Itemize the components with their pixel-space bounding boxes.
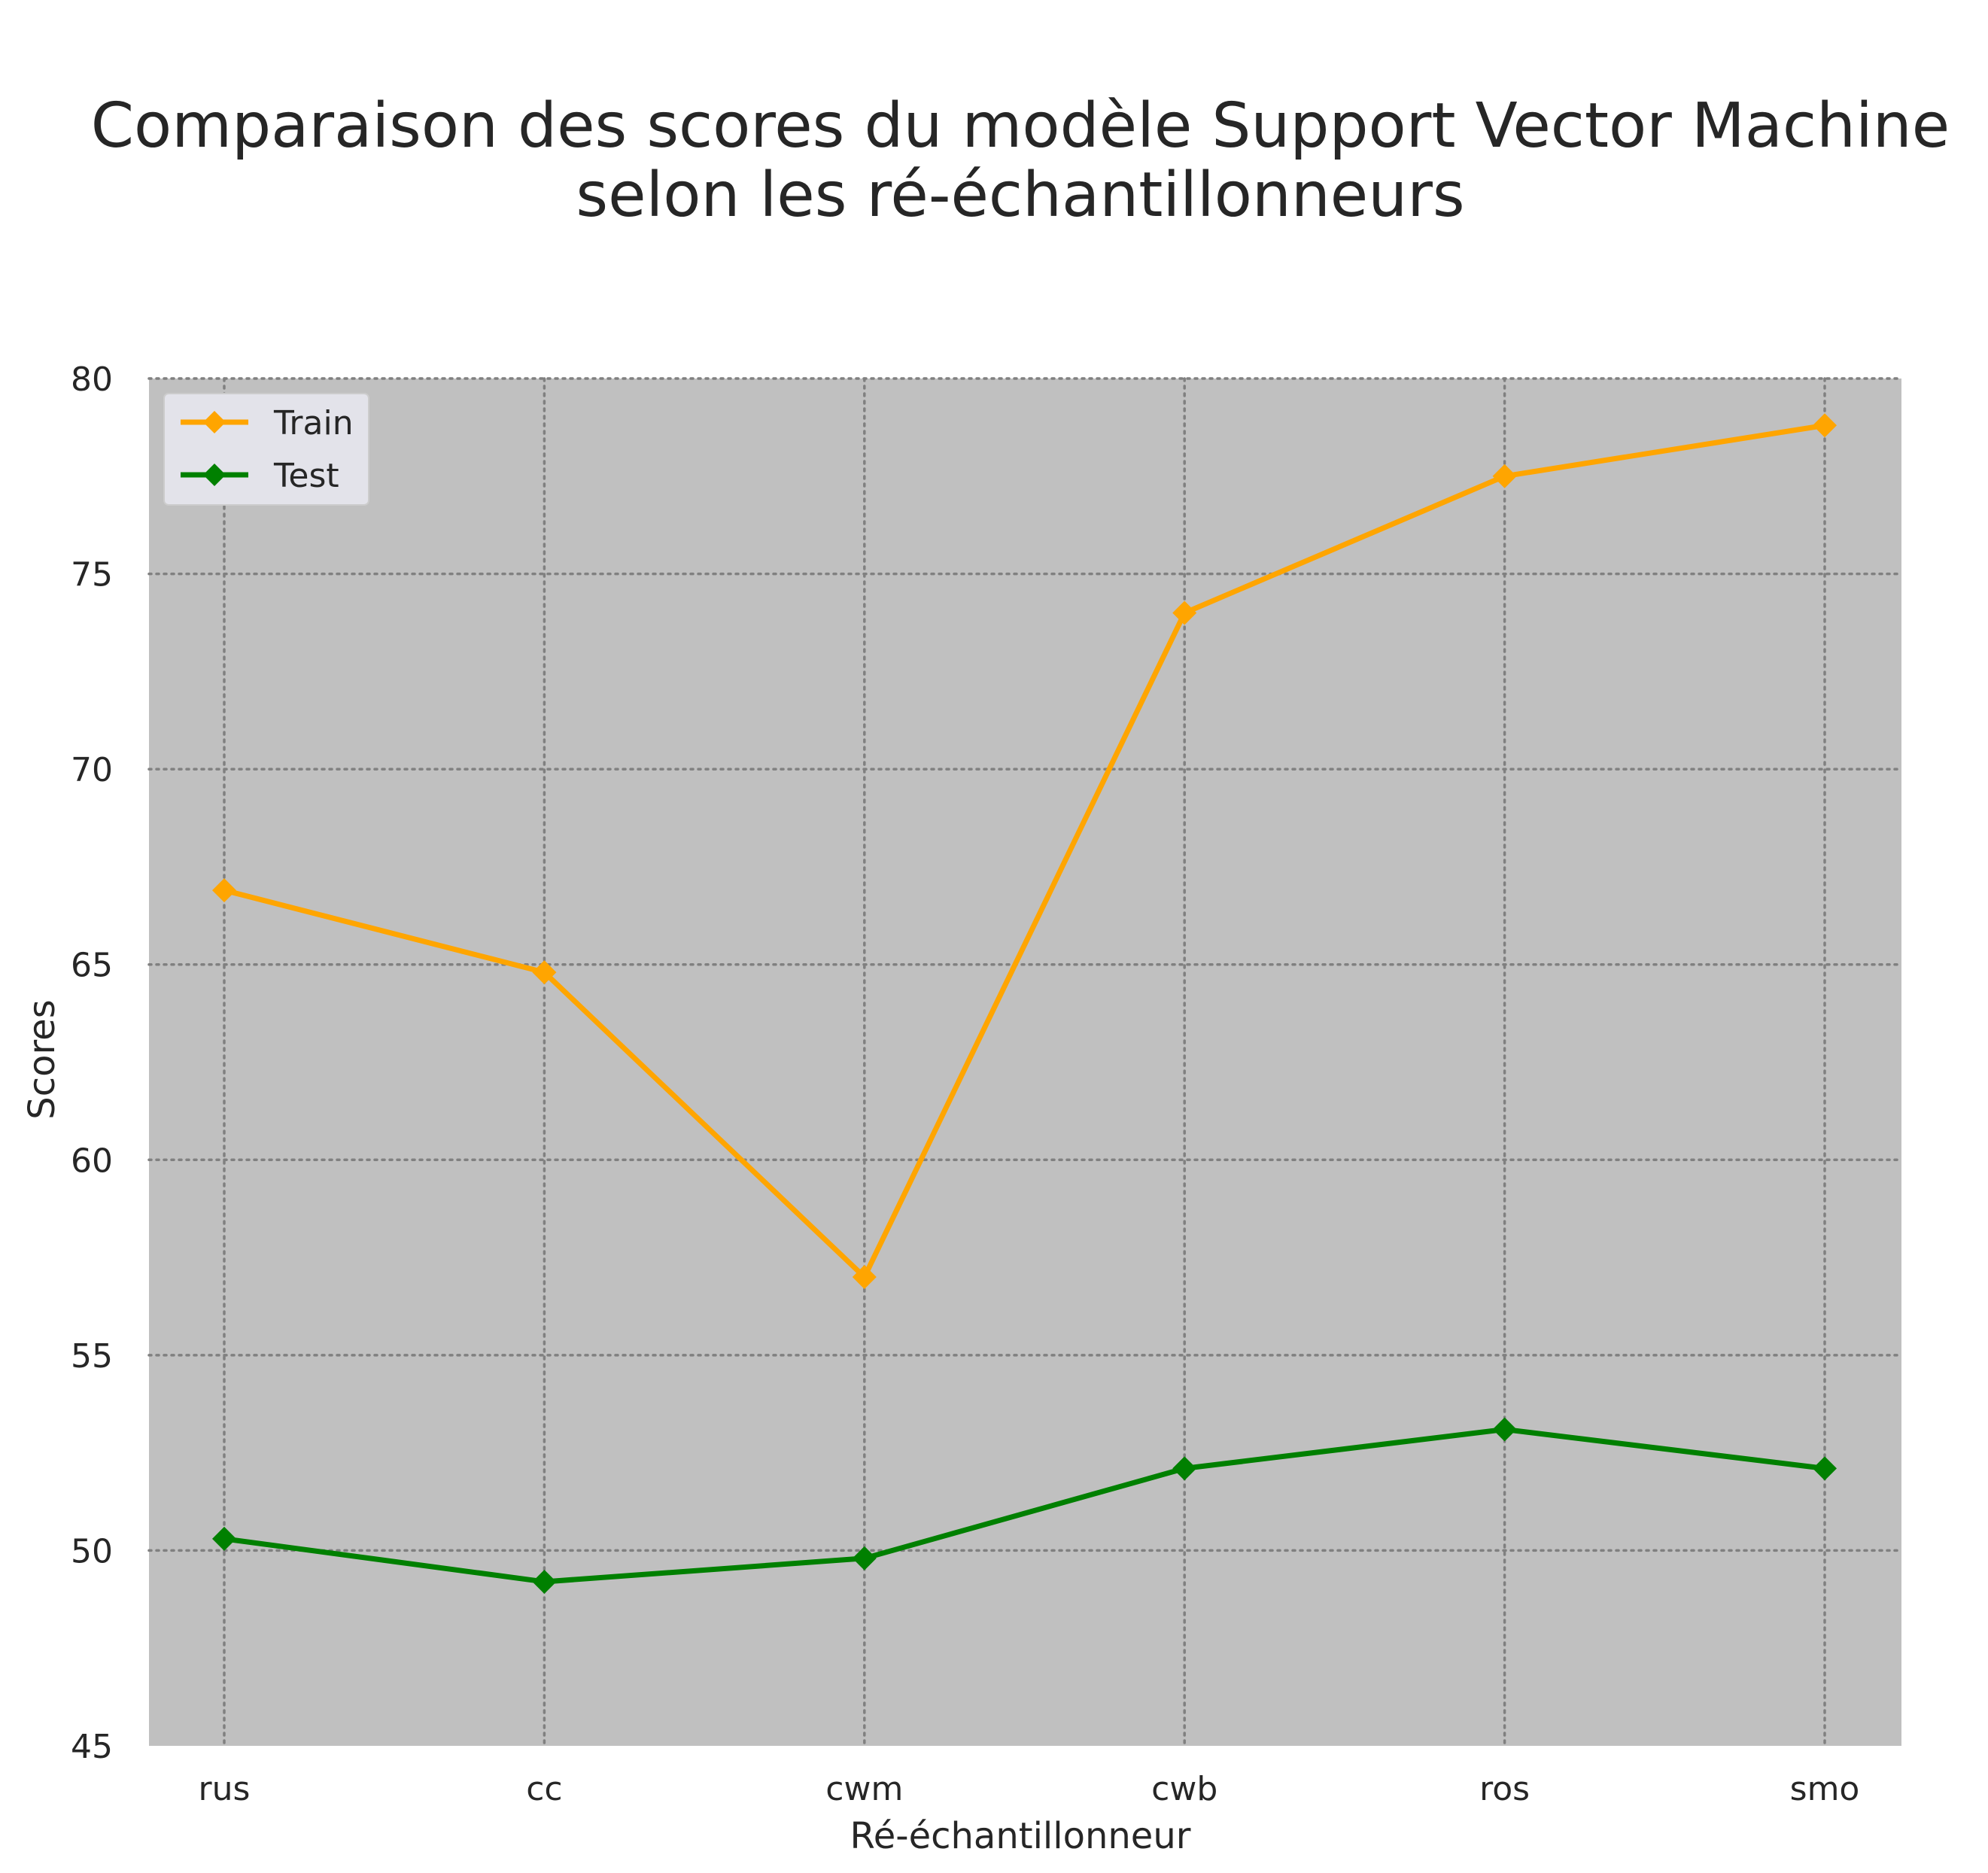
grid <box>147 377 1903 1747</box>
point-test-cc <box>532 1569 557 1594</box>
y-tick-label-75: 75 <box>71 556 113 594</box>
plot-area <box>149 379 1901 1746</box>
y-tick-label-80: 80 <box>71 360 113 399</box>
line-test <box>221 1426 1828 1585</box>
point-test-cwm <box>852 1546 877 1570</box>
x-tick-label-rus: rus <box>199 1770 251 1808</box>
point-test-ros <box>1492 1417 1517 1442</box>
point-train-rus <box>212 878 236 903</box>
legend-label-test: Test <box>273 457 339 495</box>
x-tick-labels: rus cc cwm cwb ros smo <box>199 1770 1860 1808</box>
y-tick-label-50: 50 <box>71 1532 113 1570</box>
chart-title-line-1: Comparaison des scores du modèle Support… <box>91 90 1950 162</box>
y-tick-label-45: 45 <box>71 1728 113 1766</box>
x-tick-label-cwb: cwb <box>1151 1770 1217 1808</box>
legend-item-train: Train <box>181 404 354 442</box>
x-tick-label-smo: smo <box>1790 1770 1860 1808</box>
point-train-cwm <box>852 1265 877 1290</box>
legend-item-test: Test <box>181 457 339 495</box>
x-tick-label-ros: ros <box>1479 1770 1530 1808</box>
series-layer <box>212 413 1837 1594</box>
point-train-cwb <box>1172 601 1197 625</box>
point-test-smo <box>1813 1456 1837 1481</box>
x-axis-label: Ré-échantillonneur <box>850 1815 1191 1857</box>
y-tick-label-70: 70 <box>71 751 113 789</box>
point-train-ros <box>1492 464 1517 488</box>
point-train-smo <box>1813 413 1837 438</box>
legend-label-train: Train <box>273 404 354 442</box>
legend: Train Test <box>163 393 369 506</box>
point-train-cc <box>532 960 557 985</box>
x-tick-label-cwm: cwm <box>825 1770 903 1808</box>
point-test-rus <box>212 1526 236 1551</box>
y-tick-label-55: 55 <box>71 1337 113 1376</box>
legend-marker-train <box>203 411 226 433</box>
y-tick-label-65: 65 <box>71 947 113 985</box>
legend-marker-test <box>203 464 226 486</box>
chart-title-line-2: selon les ré-échantillonneurs <box>576 160 1464 231</box>
series-train <box>212 413 1837 1290</box>
y-tick-label-60: 60 <box>71 1142 113 1180</box>
y-axis-label: Scores <box>21 999 63 1119</box>
y-tick-labels: 45 50 55 60 65 70 75 80 <box>71 360 113 1766</box>
line-train <box>221 422 1828 1280</box>
series-test <box>212 1417 1837 1594</box>
point-test-cwb <box>1172 1456 1197 1481</box>
x-tick-label-cc: cc <box>526 1770 562 1808</box>
